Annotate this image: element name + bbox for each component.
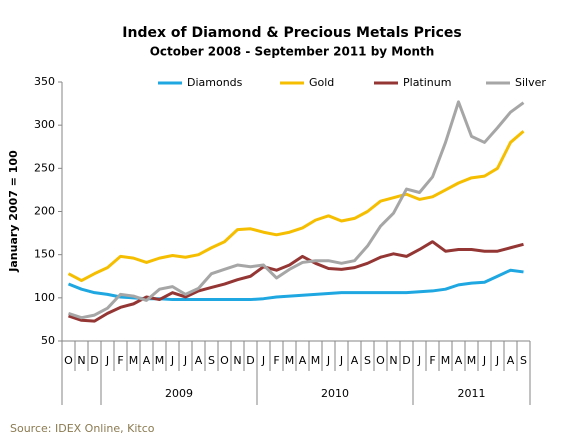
year-label: 2009 [165, 387, 193, 400]
x-tick-label: J [261, 354, 265, 367]
series-line [68, 240, 524, 323]
x-tick-label: A [195, 354, 203, 367]
year-label: 2011 [458, 387, 486, 400]
x-tick-label: A [143, 354, 151, 367]
x-tick-label: F [117, 354, 123, 367]
y-axis-label: January 2007 = 100 [7, 150, 20, 273]
x-tick-label: O [376, 354, 385, 367]
y-tick-label: 350 [34, 75, 55, 88]
x-tick-label: M [285, 354, 295, 367]
x-tick-label: J [105, 354, 109, 367]
x-tick-label: N [233, 354, 241, 367]
x-tick-label: D [402, 354, 410, 367]
x-tick-label: F [273, 354, 279, 367]
x-tick-label: J [326, 354, 330, 367]
chart-title: Index of Diamond & Precious Metals Price… [122, 25, 461, 41]
legend-label: Diamonds [187, 76, 243, 89]
y-tick-label: 150 [34, 248, 55, 261]
x-tick-label: N [77, 354, 85, 367]
x-tick-label: A [507, 354, 515, 367]
series-line [67, 130, 525, 283]
x-tick-label: D [246, 354, 254, 367]
x-tick-label: D [90, 354, 98, 367]
x-tick-label: J [495, 354, 499, 367]
x-tick-label: J [339, 354, 343, 367]
y-tick-label: 50 [41, 334, 55, 347]
x-tick-label: M [129, 354, 139, 367]
x-tick-label: S [520, 354, 527, 367]
x-tick-label: S [364, 354, 371, 367]
x-tick-label: M [155, 354, 165, 367]
y-tick-label: 200 [34, 205, 55, 218]
x-tick-label: M [311, 354, 321, 367]
x-tick-label: M [441, 354, 451, 367]
x-tick-label: A [351, 354, 359, 367]
x-tick-label: J [170, 354, 174, 367]
year-label: 2010 [321, 387, 349, 400]
y-tick-label: 300 [34, 118, 55, 131]
source-note: Source: IDEX Online, Kitco [10, 422, 155, 435]
x-tick-label: F [429, 354, 435, 367]
x-tick-label: A [299, 354, 307, 367]
x-tick-label: O [220, 354, 229, 367]
legend-label: Platinum [403, 76, 451, 89]
legend-label: Gold [309, 76, 334, 89]
series-line [67, 268, 524, 302]
legend-label: Silver [515, 76, 546, 89]
x-tick-label: J [417, 354, 421, 367]
x-tick-label: N [389, 354, 397, 367]
y-tick-label: 100 [34, 291, 55, 304]
x-tick-label: S [208, 354, 215, 367]
y-tick-label: 250 [34, 161, 55, 174]
x-tick-label: M [467, 354, 477, 367]
x-tick-label: O [64, 354, 73, 367]
x-tick-label: J [183, 354, 187, 367]
x-tick-label: A [455, 354, 463, 367]
chart-subtitle: October 2008 - September 2011 by Month [150, 45, 435, 59]
x-tick-label: J [482, 354, 486, 367]
series-line [68, 100, 525, 320]
